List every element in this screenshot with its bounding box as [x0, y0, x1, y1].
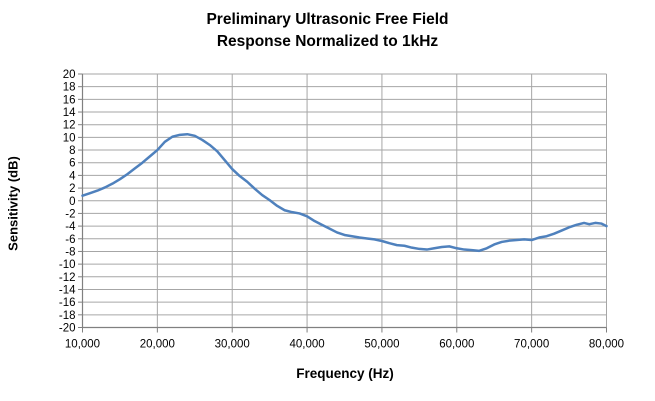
y-tick-label: 2 — [69, 183, 75, 195]
x-tick-label: 20,000 — [140, 339, 175, 351]
y-tick-label: 10 — [63, 132, 76, 144]
y-tick-label: 4 — [69, 170, 76, 182]
y-tick-label: 20 — [63, 69, 76, 81]
x-tick-label: 70,000 — [514, 339, 549, 351]
y-tick-label: -14 — [59, 284, 76, 296]
y-tick-label: -20 — [59, 323, 76, 335]
x-tick-label: 40,000 — [289, 339, 324, 351]
axis-tick-labels: 20181614121086420-2-4-6-8-10-12-14-16-18… — [59, 69, 624, 351]
chart-title: Preliminary Ultrasonic Free Field Respon… — [0, 9, 655, 53]
chart-title-line2: Response Normalized to 1kHz — [216, 33, 439, 50]
y-tick-label: -12 — [59, 272, 76, 284]
chart-title-line1: Preliminary Ultrasonic Free Field — [206, 11, 449, 28]
y-tick-label: 16 — [63, 94, 76, 106]
y-tick-label: -18 — [59, 310, 76, 322]
y-tick-label: 8 — [69, 145, 75, 157]
x-tick-label: 30,000 — [215, 339, 250, 351]
x-tick-label: 50,000 — [364, 339, 399, 351]
y-tick-label: -8 — [65, 246, 75, 258]
y-tick-label: 6 — [69, 158, 75, 170]
y-tick-label: -2 — [65, 208, 75, 220]
x-axis-title: Frequency (Hz) — [296, 366, 394, 381]
x-tick-label: 60,000 — [439, 339, 474, 351]
y-tick-label: -10 — [59, 259, 76, 271]
response-curve — [81, 132, 608, 253]
x-tick-label: 80,000 — [589, 339, 624, 351]
y-tick-label: -16 — [59, 297, 76, 309]
x-tick-label: 10,000 — [65, 339, 100, 351]
y-tick-label: 18 — [63, 82, 76, 94]
y-tick-label: 14 — [63, 107, 76, 119]
gridlines — [82, 73, 607, 328]
axis-ticks — [78, 73, 607, 333]
y-tick-label: 12 — [63, 120, 76, 132]
y-tick-label: -4 — [65, 221, 76, 233]
y-tick-label: -6 — [65, 234, 75, 246]
y-tick-label: 0 — [69, 196, 75, 208]
